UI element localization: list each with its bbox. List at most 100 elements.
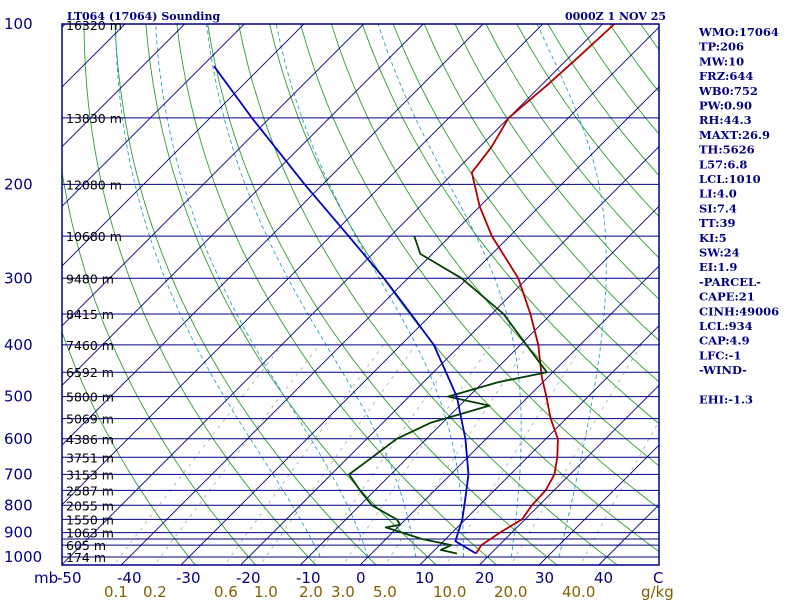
height-label: 2587 m xyxy=(66,483,114,498)
temperature-tick-label: -10 xyxy=(296,569,321,587)
mixing-ratio-line xyxy=(384,344,529,565)
pressure-label: 500 xyxy=(4,388,33,406)
height-label: 174 m xyxy=(66,550,106,565)
mixing-ratio-line xyxy=(579,420,659,565)
stat-line: LFC:-1 xyxy=(699,348,741,362)
height-label: 8415 m xyxy=(66,307,114,322)
isotherm-line xyxy=(62,24,604,565)
isotherm-line xyxy=(62,24,365,327)
mixing-ratio-line xyxy=(224,344,384,565)
temperature-tick-label: -30 xyxy=(176,569,201,587)
mixing-ratio-label: 40.0 xyxy=(562,583,595,600)
dry-adiabat-line xyxy=(62,168,257,565)
isotherm-line xyxy=(359,265,659,565)
stat-line: CAPE:21 xyxy=(699,290,755,304)
moist-adiabat-line xyxy=(115,24,321,558)
height-label: 13830 m xyxy=(66,111,122,126)
mixing-ratio-line xyxy=(153,344,320,565)
isotherm-line xyxy=(62,24,245,207)
mixing-ratio-label: 2.0 xyxy=(299,583,323,600)
height-label: 6592 m xyxy=(66,365,114,380)
stat-line: TP:206 xyxy=(699,40,744,54)
dry-adiabat-line xyxy=(578,24,659,135)
dry-adiabat-line xyxy=(176,24,498,565)
height-label: 16320 m xyxy=(66,18,122,33)
pressure-label: 700 xyxy=(4,465,33,483)
temperature-tick-label: 30 xyxy=(535,569,554,587)
mixing-ratio-line xyxy=(113,344,283,565)
height-label: 1550 m xyxy=(66,512,114,527)
isotherm-line xyxy=(120,26,659,565)
dry-adiabat-line xyxy=(454,24,659,300)
moist-adiabat-line xyxy=(536,24,607,558)
mixing-ratio-unit: g/kg xyxy=(641,583,674,600)
dry-adiabat-line xyxy=(238,24,619,565)
stat-line: L57:6.8 xyxy=(699,157,747,171)
isotherm-line xyxy=(62,24,305,267)
height-label: 2055 m xyxy=(66,498,114,513)
height-label: 3153 m xyxy=(66,467,114,482)
stat-line: TH:5626 xyxy=(699,143,755,157)
stat-line: LCL:1010 xyxy=(699,172,761,186)
dry-adiabat-line xyxy=(145,24,438,565)
stat-line: PW:0.90 xyxy=(699,99,752,113)
dry-adiabat-line xyxy=(423,24,659,341)
dry-adiabat-line xyxy=(361,24,659,425)
stat-line: SI:7.4 xyxy=(699,201,737,215)
pressure-label: 300 xyxy=(4,269,33,287)
dry-adiabat-line xyxy=(485,24,659,259)
pressure-label: 800 xyxy=(4,496,33,514)
pressure-label: 100 xyxy=(4,15,33,33)
pressure-label: 900 xyxy=(4,524,33,542)
temperature-tick-label: 40 xyxy=(594,569,613,587)
dry-adiabat-line xyxy=(392,24,659,383)
height-label: 12080 m xyxy=(66,177,122,192)
stat-line: LI:4.0 xyxy=(699,187,737,201)
stat-line: CAP:4.9 xyxy=(699,334,750,348)
plot-frame xyxy=(61,23,660,566)
height-label: 605 m xyxy=(66,538,106,553)
stat-line: EHI:-1.3 xyxy=(699,393,753,407)
mixing-ratio-label: 5.0 xyxy=(373,583,397,600)
stat-line: MAXT:26.9 xyxy=(699,128,770,142)
height-label: 1063 m xyxy=(66,526,114,541)
stat-line: MW:10 xyxy=(699,54,744,68)
height-label: 4386 m xyxy=(66,432,114,447)
station-title: LT064 (17064) Sounding xyxy=(67,10,220,23)
isotherm-line xyxy=(478,384,659,565)
pressure-label: 600 xyxy=(4,430,33,448)
stat-line: SW:24 xyxy=(699,246,740,260)
isotherm-line xyxy=(180,86,659,565)
mixing-ratio-label: 0.1 xyxy=(104,583,128,600)
stat-line: TT:39 xyxy=(699,216,736,230)
stat-line: RH:44.3 xyxy=(699,113,752,127)
stat-line: WB0:752 xyxy=(698,84,758,98)
height-label: 7460 m xyxy=(66,338,114,353)
stat-line: KI:5 xyxy=(699,231,727,245)
mixing-ratio-label: 0.6 xyxy=(214,583,238,600)
temperature-tick-label: 0 xyxy=(356,569,366,587)
dry-adiabat-line xyxy=(83,24,317,565)
mixing-ratio-label: 10.0 xyxy=(433,583,466,600)
temperature-trace xyxy=(470,24,616,554)
dry-adiabat-line xyxy=(300,24,659,509)
dry-adiabat-line xyxy=(207,24,558,565)
stat-line: LCL:934 xyxy=(699,319,753,333)
temperature-tick-label: 10 xyxy=(415,569,434,587)
isotherm-line xyxy=(62,24,484,446)
stat-line: -PARCEL- xyxy=(699,275,761,289)
celsius-unit-label: C xyxy=(653,569,663,587)
isotherm-line xyxy=(62,24,186,148)
mixing-ratio-label: 1.0 xyxy=(254,583,278,600)
height-label: 10680 m xyxy=(66,229,122,244)
mixing-ratio-label: 20.0 xyxy=(494,583,527,600)
stat-line: EI:1.9 xyxy=(699,260,737,274)
dry-adiabat-line xyxy=(114,24,377,565)
height-label: 3751 m xyxy=(66,450,114,465)
height-label: 5800 m xyxy=(66,390,114,405)
isotherm-line xyxy=(239,145,659,565)
isotherm-line xyxy=(538,444,659,565)
stat-line: WMO:17064 xyxy=(698,25,779,39)
stats-panel: WMO:17064TP:206MW:10FRZ:644WB0:752PW:0.9… xyxy=(698,25,779,407)
